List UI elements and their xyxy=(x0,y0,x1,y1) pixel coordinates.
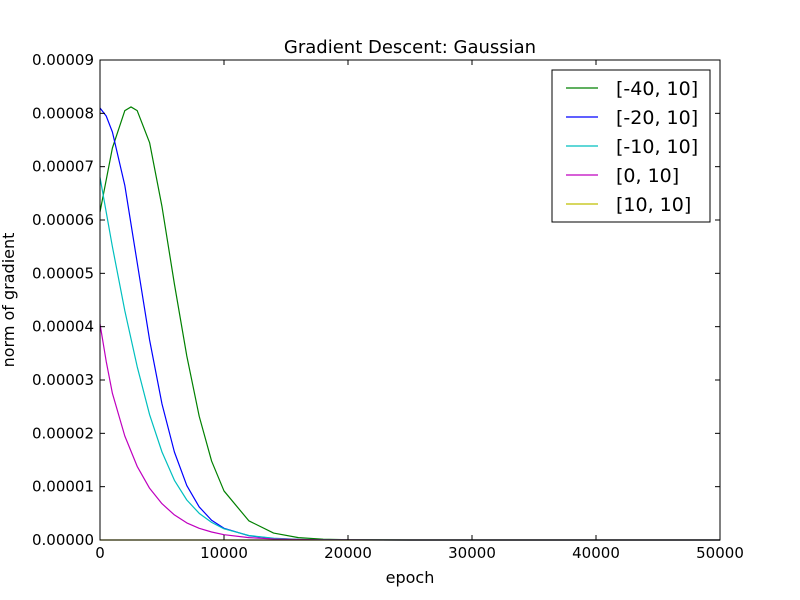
y-tick-label: 0.00002 xyxy=(32,424,94,442)
y-axis-label: norm of gradient xyxy=(0,233,18,368)
legend-label-3: [0, 10] xyxy=(616,165,679,187)
y-tick-label: 0.00000 xyxy=(32,531,94,549)
x-tick-label: 30000 xyxy=(448,544,496,562)
legend: [-40, 10] [-20, 10] [-10, 10] [0, 10] [10, 1… xyxy=(551,69,711,223)
x-tick-label: 50000 xyxy=(696,544,744,562)
legend-label-0: [-40, 10] xyxy=(616,78,698,100)
plot-frame xyxy=(99,59,721,541)
x-tick-label: 40000 xyxy=(572,544,620,562)
legend-label-4: [10, 10] xyxy=(616,194,691,216)
y-tick-label: 0.00008 xyxy=(32,104,94,122)
y-tick-label: 0.00006 xyxy=(32,211,94,229)
x-tick-label: 20000 xyxy=(324,544,372,562)
x-tick-label: 10000 xyxy=(200,544,248,562)
y-tick-label: 0.00007 xyxy=(32,158,94,176)
y-tick-label: 0.00004 xyxy=(32,318,94,336)
legend-label-2: [-10, 10] xyxy=(616,136,698,158)
x-axis: 0 10000 20000 30000 40000 50000 xyxy=(95,60,744,562)
y-axis: 0.00000 0.00001 0.00002 0.00003 0.00004 0.000… xyxy=(32,51,720,549)
y-tick-label: 0.00003 xyxy=(32,371,94,389)
y-tick-label: 0.00005 xyxy=(32,264,94,282)
y-tick-label: 0.00009 xyxy=(32,51,94,69)
legend-label-1: [-20, 10] xyxy=(616,107,698,129)
y-tick-label: 0.00001 xyxy=(32,478,94,496)
x-axis-label: epoch xyxy=(386,568,435,587)
x-tick-label: 0 xyxy=(95,544,105,562)
chart-title: Gradient Descent: Gaussian xyxy=(284,37,536,58)
